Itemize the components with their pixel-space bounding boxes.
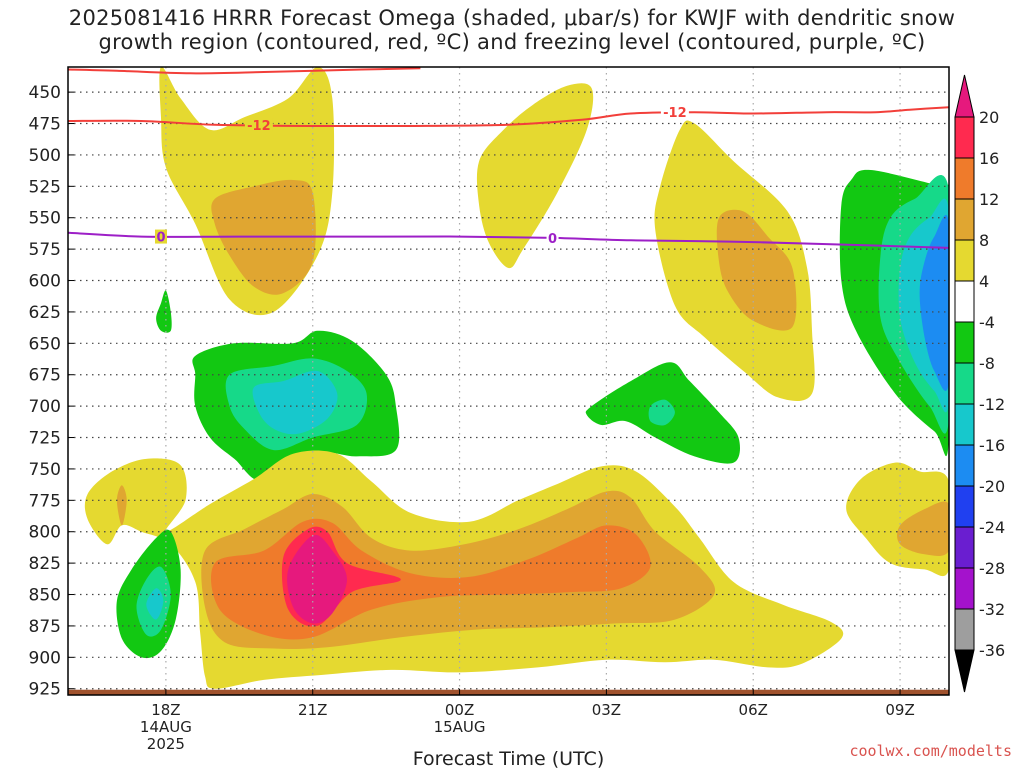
colorbar-label: -16 <box>979 436 1005 455</box>
x-tick-label-line: 14AUG <box>140 718 192 736</box>
colorbar-label: 20 <box>979 108 999 127</box>
y-tick-label: 800 <box>29 523 61 543</box>
x-tick-label-line: 03Z <box>592 701 621 719</box>
y-tick-label: 600 <box>29 272 61 292</box>
y-tick-label: 500 <box>29 146 61 166</box>
x-tick-label-line: 15AUG <box>434 718 486 736</box>
y-tick-label: 725 <box>29 429 61 449</box>
x-tick-label: 18Z 14AUG 2025 <box>140 701 192 753</box>
colorbar-segment <box>954 526 975 569</box>
colorbar-segment <box>954 485 975 528</box>
colorbar-label: -36 <box>979 641 1005 660</box>
chart-title: 2025081416 HRRR Forecast Omega (shaded, … <box>0 6 1024 54</box>
freezing-label-bg <box>546 230 559 245</box>
colorbar-segment <box>954 567 975 610</box>
omega-region-blue-right-edge <box>919 214 949 391</box>
freezing-contour-label: 0 <box>156 231 165 246</box>
dgz-contour-0 <box>68 106 949 128</box>
colorbar-segment <box>954 239 975 282</box>
chart-title-line2: growth region (contoured, red, ºC) and f… <box>98 30 926 54</box>
omega-region-yellow-top-center <box>476 83 594 269</box>
omega-region-teal-bottom-left <box>146 588 164 620</box>
y-tick-label: 525 <box>29 177 61 197</box>
y-tick-label: 700 <box>29 397 61 417</box>
x-tick-label: 21Z <box>298 701 327 719</box>
freezing-contour-0 <box>68 231 949 249</box>
x-tick-label-line: 00Z <box>445 701 474 719</box>
colorbar-label: -24 <box>979 518 1005 537</box>
colorbar-top-arrow <box>954 74 975 118</box>
y-tick-label: 650 <box>29 334 61 354</box>
y-tick-label: 550 <box>29 209 61 229</box>
colorbar-segment <box>954 321 975 364</box>
omega-region-magenta-bottom <box>287 534 347 624</box>
colorbar-label: 16 <box>979 149 999 168</box>
y-tick-label: 875 <box>29 617 61 637</box>
x-tick-label-line: 2025 <box>147 735 185 753</box>
colorbar-segment <box>954 198 975 241</box>
omega-region-orange-left-small <box>116 485 127 526</box>
plot-border <box>67 66 950 696</box>
omega-region-green-small-blob <box>156 290 172 333</box>
colorbar-label: -32 <box>979 600 1005 619</box>
colorbar-label: -4 <box>979 313 995 332</box>
dgz-contour-label: -12 <box>663 106 687 121</box>
x-tick-label: 03Z <box>592 701 621 719</box>
plot-area: -12 -12 0 0 <box>68 67 949 695</box>
y-tick-label: 825 <box>29 554 61 574</box>
x-tick-label: 00Z 15AUG <box>434 701 486 736</box>
y-tick-label: 900 <box>29 648 61 668</box>
colorbar-segment <box>954 280 975 323</box>
colorbar-label: 8 <box>979 231 989 250</box>
colorbar-label: 12 <box>979 190 999 209</box>
dgz-label-bg <box>660 105 689 120</box>
x-tick-label-line: 06Z <box>739 701 768 719</box>
freezing-contour-label: 0 <box>548 232 557 247</box>
dgz-label-bg <box>244 117 273 132</box>
x-axis-label: Forecast Time (UTC) <box>413 748 604 768</box>
x-tick-label-line: 09Z <box>885 701 914 719</box>
y-tick-label: 775 <box>29 491 61 511</box>
credit-text: coolwx.com/modelts <box>849 742 1012 760</box>
colorbar-segment <box>954 362 975 405</box>
y-tick-label: 475 <box>29 115 61 135</box>
colorbar-label: -8 <box>979 354 995 373</box>
x-tick-label-line: 21Z <box>298 701 327 719</box>
colorbar-segment <box>954 116 975 159</box>
dgz-contour-label: -12 <box>247 119 271 134</box>
y-tick-label: 675 <box>29 366 61 386</box>
colorbar-label: -20 <box>979 477 1005 496</box>
y-tick-label: 850 <box>29 586 61 606</box>
colorbar-segment <box>954 444 975 487</box>
colorbar-label: -12 <box>979 395 1005 414</box>
colorbar-segment <box>954 403 975 446</box>
y-tick-label: 625 <box>29 303 61 323</box>
y-tick-label: 925 <box>29 680 61 700</box>
colorbar-segment <box>954 157 975 200</box>
dgz-contour-1 <box>68 67 421 75</box>
colorbar-segment <box>954 608 975 651</box>
y-tick-label: 450 <box>29 83 61 103</box>
omega-region-orange-right-mid <box>716 209 797 331</box>
x-tick-label: 06Z <box>739 701 768 719</box>
colorbar-label: -28 <box>979 559 1005 578</box>
colorbar-bottom-arrow <box>954 649 975 693</box>
x-tick-label-line: 18Z <box>151 701 180 719</box>
omega-region-teal-left-mid <box>252 370 338 435</box>
freezing-label-bg <box>154 229 167 244</box>
omega-region-orange-bottom-right <box>897 501 949 556</box>
ground-strip <box>68 689 949 695</box>
x-tick-label: 09Z <box>885 701 914 719</box>
chart-title-line1: 2025081416 HRRR Forecast Omega (shaded, … <box>68 6 956 30</box>
colorbar-label: 4 <box>979 272 989 291</box>
y-tick-label: 575 <box>29 240 61 260</box>
y-tick-label: 750 <box>29 460 61 480</box>
